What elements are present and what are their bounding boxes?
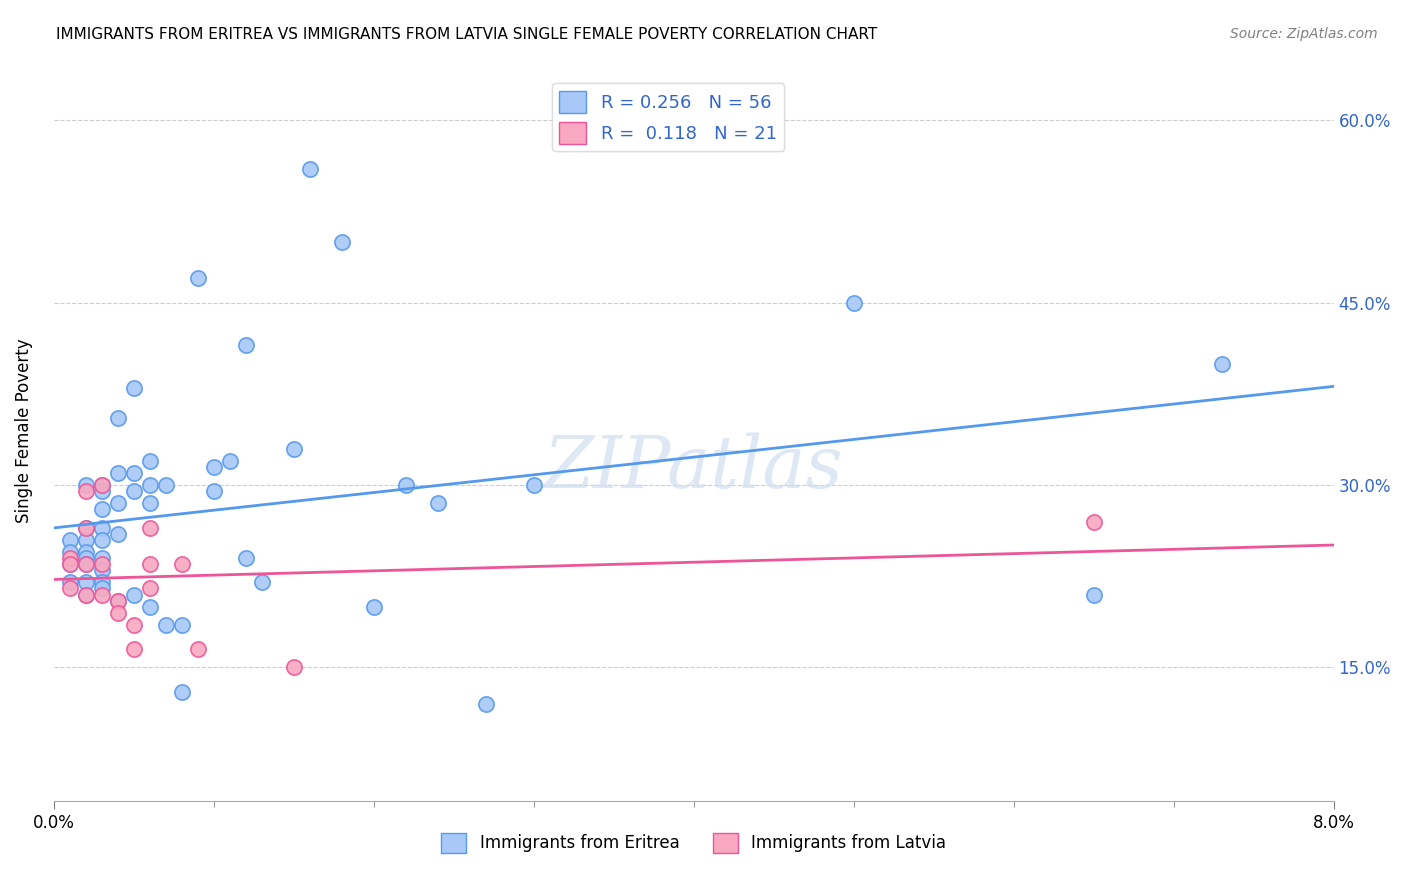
Point — [90, 557, 112, 571]
Point — [1211, 357, 1233, 371]
Point — [842, 295, 865, 310]
Legend: R = 0.256   N = 56, R =  0.118   N = 21: R = 0.256 N = 56, R = 0.118 N = 21 — [553, 84, 785, 151]
Point — [107, 466, 129, 480]
Point — [170, 685, 193, 699]
Point — [90, 563, 112, 577]
Point — [75, 521, 97, 535]
Point — [187, 271, 209, 285]
Point — [139, 478, 162, 492]
Point — [59, 557, 82, 571]
Point — [155, 478, 177, 492]
Point — [122, 466, 145, 480]
Point — [59, 551, 82, 566]
Point — [59, 545, 82, 559]
Point — [122, 484, 145, 499]
Point — [122, 618, 145, 632]
Y-axis label: Single Female Poverty: Single Female Poverty — [15, 338, 32, 523]
Point — [283, 442, 305, 456]
Point — [139, 599, 162, 614]
Point — [139, 454, 162, 468]
Point — [75, 551, 97, 566]
Point — [90, 521, 112, 535]
Point — [139, 521, 162, 535]
Point — [90, 551, 112, 566]
Point — [1083, 588, 1105, 602]
Point — [170, 618, 193, 632]
Point — [122, 381, 145, 395]
Point — [75, 557, 97, 571]
Point — [107, 411, 129, 425]
Point — [218, 454, 240, 468]
Point — [75, 588, 97, 602]
Point — [75, 484, 97, 499]
Point — [75, 557, 97, 571]
Point — [202, 484, 225, 499]
Point — [59, 582, 82, 596]
Point — [59, 557, 82, 571]
Point — [90, 575, 112, 590]
Point — [139, 557, 162, 571]
Point — [474, 697, 496, 711]
Point — [363, 599, 385, 614]
Text: IMMIGRANTS FROM ERITREA VS IMMIGRANTS FROM LATVIA SINGLE FEMALE POVERTY CORRELAT: IMMIGRANTS FROM ERITREA VS IMMIGRANTS FR… — [56, 27, 877, 42]
Point — [155, 618, 177, 632]
Point — [298, 161, 321, 176]
Point — [107, 606, 129, 620]
Point — [107, 593, 129, 607]
Point — [139, 582, 162, 596]
Point — [75, 521, 97, 535]
Point — [107, 496, 129, 510]
Point — [122, 588, 145, 602]
Point — [75, 588, 97, 602]
Point — [90, 502, 112, 516]
Point — [90, 484, 112, 499]
Point — [59, 575, 82, 590]
Point — [235, 551, 257, 566]
Point — [202, 459, 225, 474]
Point — [170, 557, 193, 571]
Point — [90, 478, 112, 492]
Point — [283, 660, 305, 674]
Point — [107, 593, 129, 607]
Point — [90, 478, 112, 492]
Point — [75, 533, 97, 547]
Point — [139, 496, 162, 510]
Point — [75, 545, 97, 559]
Point — [122, 642, 145, 657]
Point — [395, 478, 418, 492]
Point — [75, 478, 97, 492]
Point — [75, 575, 97, 590]
Point — [90, 533, 112, 547]
Point — [90, 582, 112, 596]
Point — [59, 533, 82, 547]
Point — [523, 478, 546, 492]
Point — [235, 338, 257, 352]
Point — [1083, 515, 1105, 529]
Text: Source: ZipAtlas.com: Source: ZipAtlas.com — [1230, 27, 1378, 41]
Point — [107, 526, 129, 541]
Point — [90, 588, 112, 602]
Point — [330, 235, 353, 249]
Point — [187, 642, 209, 657]
Point — [250, 575, 273, 590]
Point — [426, 496, 449, 510]
Text: ZIPatlas: ZIPatlas — [544, 433, 844, 503]
